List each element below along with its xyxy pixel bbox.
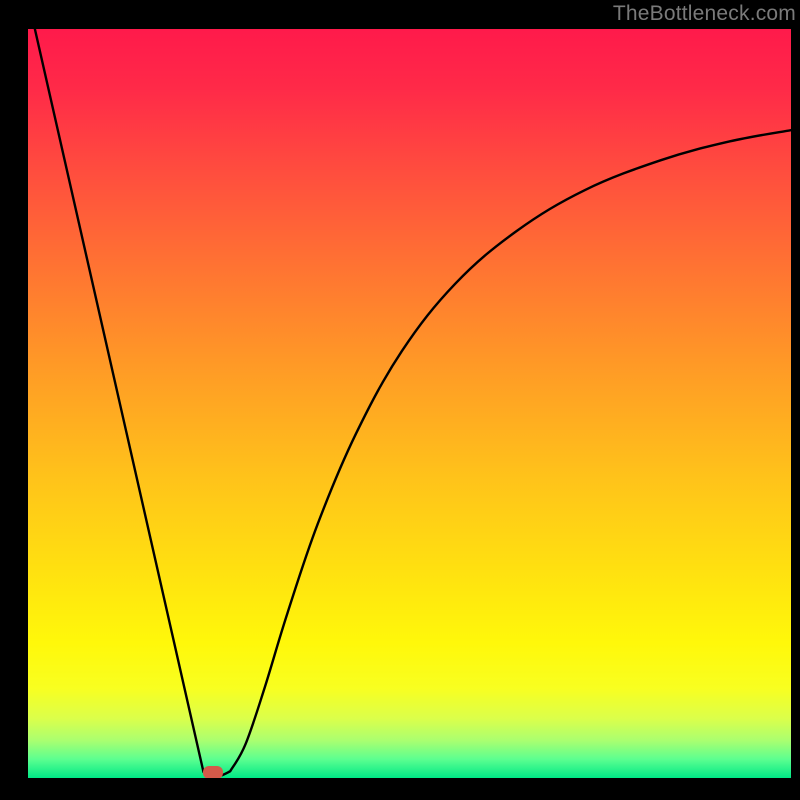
frame-left [0, 0, 28, 800]
optimum-marker [203, 766, 223, 778]
bottleneck-curve [28, 29, 791, 778]
plot-area [28, 29, 791, 778]
frame-bottom [0, 778, 800, 800]
watermark-text: TheBottleneck.com [613, 0, 800, 26]
frame-right [791, 0, 800, 800]
